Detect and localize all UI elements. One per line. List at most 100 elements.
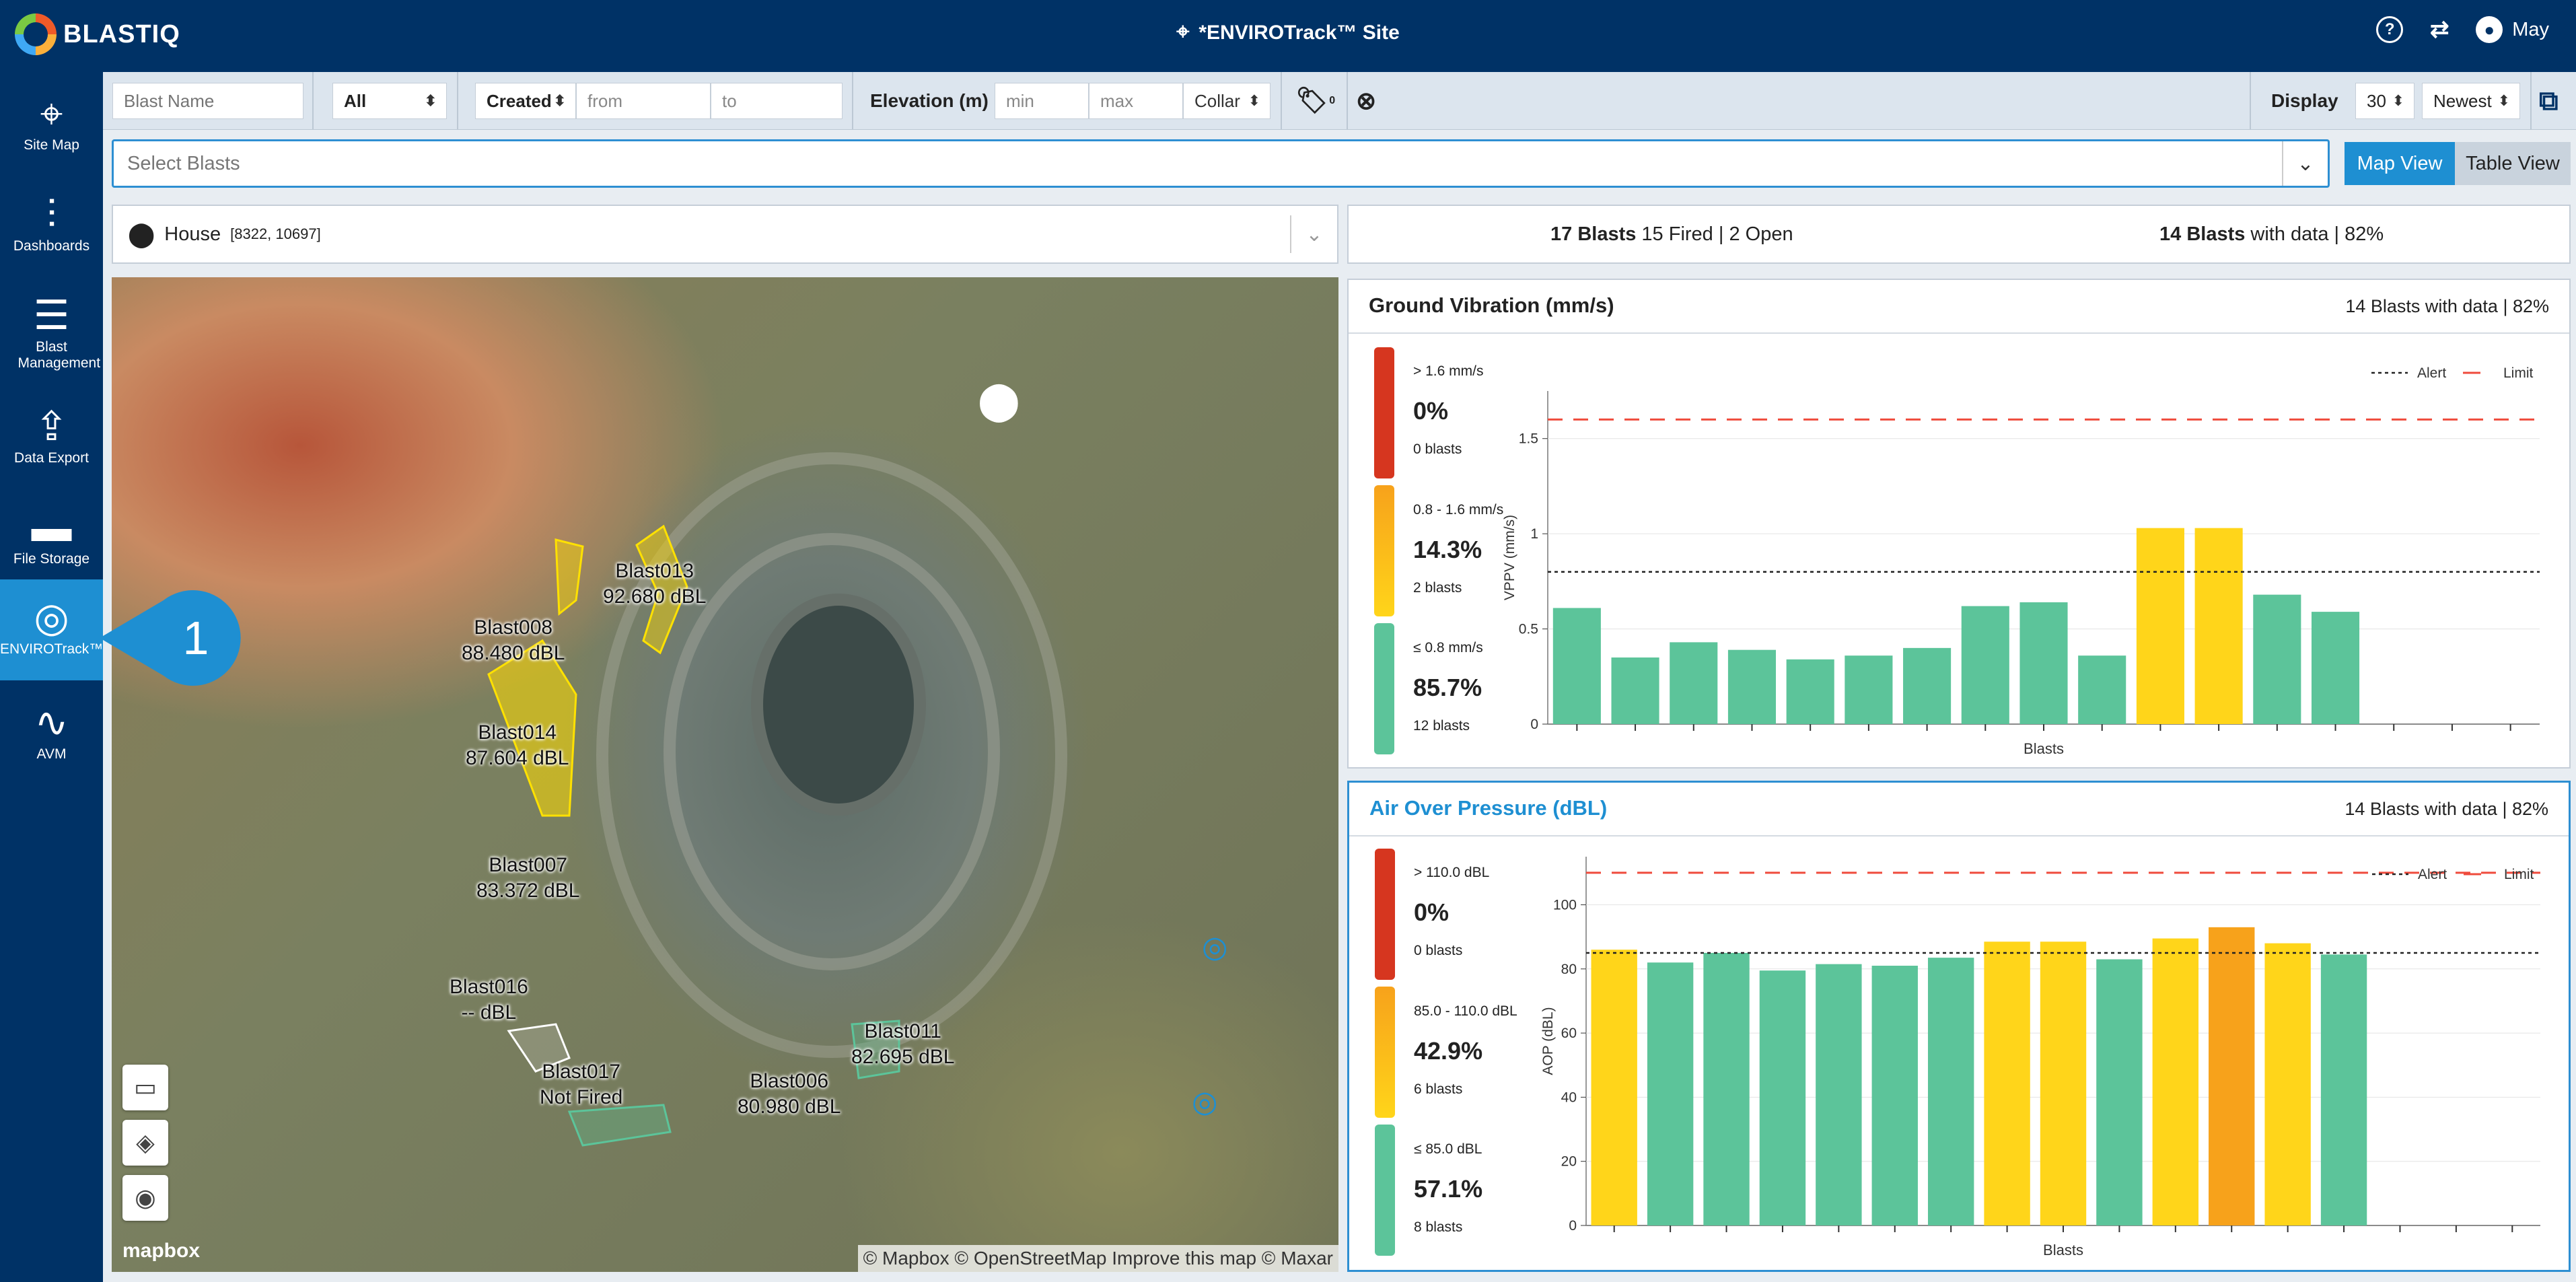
map-attribution[interactable]: © Mapbox © OpenStreetMap Improve this ma… <box>857 1245 1338 1272</box>
blast-label[interactable]: Blast016 -- dBL <box>450 976 528 1024</box>
user-name: May <box>2512 18 2549 40</box>
y-tick-label: 0 <box>1569 1218 1577 1234</box>
top-bar: BLASTIQ ⌖ *ENVIROTrack™ Site ? ⇄ ● May <box>0 0 2576 72</box>
date-to-input[interactable]: to <box>711 83 843 119</box>
y-tick-label: 1.5 <box>1519 431 1538 447</box>
y-axis-label: VPPV (mm/s) <box>1502 515 1517 600</box>
callout-number: 1 <box>182 612 209 664</box>
support-chat-icon[interactable]: ⇄ <box>2429 17 2449 42</box>
bar <box>2264 943 2311 1225</box>
with-data-pct: with data | 82% <box>2250 223 2384 245</box>
legend-count: 6 blasts <box>1414 1081 1463 1097</box>
bar <box>1611 657 1659 724</box>
list-icon: ☰ <box>33 293 70 338</box>
sidebar-item-dashboards[interactable]: ⫶ Dashboards <box>0 176 103 277</box>
logo-icon <box>15 13 57 55</box>
eye-icon[interactable]: ◉ <box>122 1175 168 1221</box>
status-select[interactable]: All <box>332 83 447 119</box>
blast-label[interactable]: Blast008 88.480 dBL <box>462 616 565 664</box>
blast-label[interactable]: Blast017 Not Fired <box>540 1061 623 1108</box>
layers-icon[interactable]: ◈ <box>122 1120 168 1166</box>
sidebar-item-data-export[interactable]: ⇪ Data Export <box>0 388 103 489</box>
alert-legend-label: Alert <box>2417 365 2446 381</box>
blast-label[interactable]: Blast013 92.680 dBL <box>603 560 707 608</box>
legend-range: > 1.6 mm/s <box>1413 363 1484 379</box>
map-pin-icon: ⌖ <box>40 91 63 136</box>
y-axis-label: AOP (dBL) <box>1540 1007 1556 1075</box>
help-icon[interactable]: ? <box>2376 16 2404 43</box>
mapbox-logo[interactable]: mapbox <box>122 1240 201 1262</box>
bar <box>2019 602 2068 724</box>
sidebar-item-site-map[interactable]: ⌖ Site Map <box>0 75 103 176</box>
blast-label[interactable]: Blast011 82.695 dBL <box>851 1020 955 1068</box>
date-type-select[interactable]: Created <box>475 83 576 119</box>
select-blasts-input[interactable]: Select Blasts ⌄ <box>112 139 2330 188</box>
air-over-pressure-panel: Air Over Pressure (dBL) 14 Blasts with d… <box>1347 781 2571 1272</box>
legend-pct: 57.1% <box>1414 1175 1483 1203</box>
y-tick-label: 60 <box>1561 1026 1577 1041</box>
y-tick-label: 1 <box>1530 526 1538 542</box>
map-view-button[interactable]: Map View <box>2345 142 2455 185</box>
y-tick-label: 40 <box>1561 1090 1577 1105</box>
logo[interactable]: BLASTIQ <box>15 13 180 55</box>
sidebar-item-blast-management[interactable]: ☰ Blast Management <box>0 277 103 378</box>
legend-range: 0.8 - 1.6 mm/s <box>1413 502 1504 518</box>
sidebar: ⌖ Site Map ⫶ Dashboards ☰ Blast Management … <box>0 72 103 1282</box>
clear-filters-icon[interactable]: ⊗ <box>1356 87 1377 114</box>
user-menu[interactable]: ● May <box>2476 16 2549 43</box>
book-icon[interactable]: ⧉ <box>2539 85 2559 116</box>
location-select[interactable]: ⬤ House [8322, 10697] ⌄ <box>112 205 1338 264</box>
monitor-pin-icon[interactable]: ◎ <box>1192 1085 1218 1118</box>
sort-select[interactable]: Newest <box>2422 83 2520 119</box>
location-pin-icon: ⬤ <box>128 220 155 248</box>
legend-pct: 14.3% <box>1413 536 1482 563</box>
blast-label[interactable]: Blast006 80.980 dBL <box>738 1070 841 1118</box>
tag-filter-icon[interactable]: 🏷 0 <box>1295 87 1336 115</box>
blast-label[interactable]: Blast014 87.604 dBL <box>466 721 569 769</box>
bar <box>1670 642 1718 724</box>
map-view[interactable]: ⬤ ◎ ◎ Blast013 92.680 dBL Blast008 88.480 … <box>112 277 1338 1272</box>
signal-icon: ◎ <box>34 595 69 640</box>
bar <box>2209 927 2255 1225</box>
bar <box>1647 962 1694 1225</box>
sidebar-item-envirotrack[interactable]: ◎ ENVIROTrack™ <box>0 579 103 680</box>
legend-pct: 42.9% <box>1414 1037 1483 1065</box>
chevron-down-icon[interactable]: ⌄ <box>1290 215 1337 253</box>
blast-polygons[interactable] <box>112 277 1338 1272</box>
site-title[interactable]: ⌖ *ENVIROTrack™ Site <box>1176 19 1400 44</box>
legend-bar-red <box>1375 849 1395 980</box>
legend-pct: 85.7% <box>1413 674 1482 701</box>
bar <box>1984 941 2030 1225</box>
ground-vibration-panel: Ground Vibration (mm/s) 14 Blasts with d… <box>1347 279 2571 769</box>
elevation-ref-select[interactable]: Collar <box>1183 83 1271 119</box>
bar-chart-icon: ⫶ <box>46 192 57 237</box>
location-pin-icon[interactable]: ⬤ <box>978 379 1020 421</box>
blast-label[interactable]: Blast007 83.372 dBL <box>476 854 580 902</box>
sidebar-item-file-storage[interactable]: ▬ File Storage <box>0 489 103 590</box>
sidebar-item-avm[interactable]: ∿ AVM <box>0 684 103 785</box>
elevation-min-input[interactable]: min <box>995 83 1089 119</box>
bar <box>2078 655 2126 724</box>
limit-legend-label: Limit <box>2504 867 2534 882</box>
table-view-button[interactable]: Table View <box>2455 142 2571 185</box>
y-tick-label: 0 <box>1530 717 1538 732</box>
logo-text: BLASTIQ <box>63 20 180 48</box>
bar <box>1927 958 1974 1225</box>
monitor-pin-icon[interactable]: ◎ <box>1202 931 1228 964</box>
legend-bar-green <box>1374 623 1394 754</box>
with-data-count: 14 Blasts <box>2159 223 2246 245</box>
bar <box>1816 964 1862 1225</box>
bar <box>2040 941 2087 1225</box>
ground-vibration-chart[interactable]: 0 0.5 1 1.5 VPPV (mm/s) Blasts Alert Limit <box>1349 280 2572 770</box>
ruler-icon[interactable]: ▭ <box>122 1065 168 1110</box>
legend-range: > 110.0 dBL <box>1414 865 1490 880</box>
blast-name-input[interactable] <box>112 83 303 119</box>
air-over-pressure-chart[interactable]: 0 20 40 60 80 100 AOP (dBL) Blasts Alert Limit <box>1349 783 2573 1274</box>
date-from-input[interactable]: from <box>576 83 711 119</box>
panel-title: Ground Vibration (mm/s) <box>1369 293 1614 317</box>
elevation-max-input[interactable]: max <box>1089 83 1183 119</box>
display-count-select[interactable]: 30 <box>2355 83 2414 119</box>
chevron-down-icon[interactable]: ⌄ <box>2282 141 2328 186</box>
bar <box>1961 606 2009 724</box>
blast-summary: 17 Blasts 15 Fired | 2 Open 14 Blasts wi… <box>1347 205 2571 264</box>
